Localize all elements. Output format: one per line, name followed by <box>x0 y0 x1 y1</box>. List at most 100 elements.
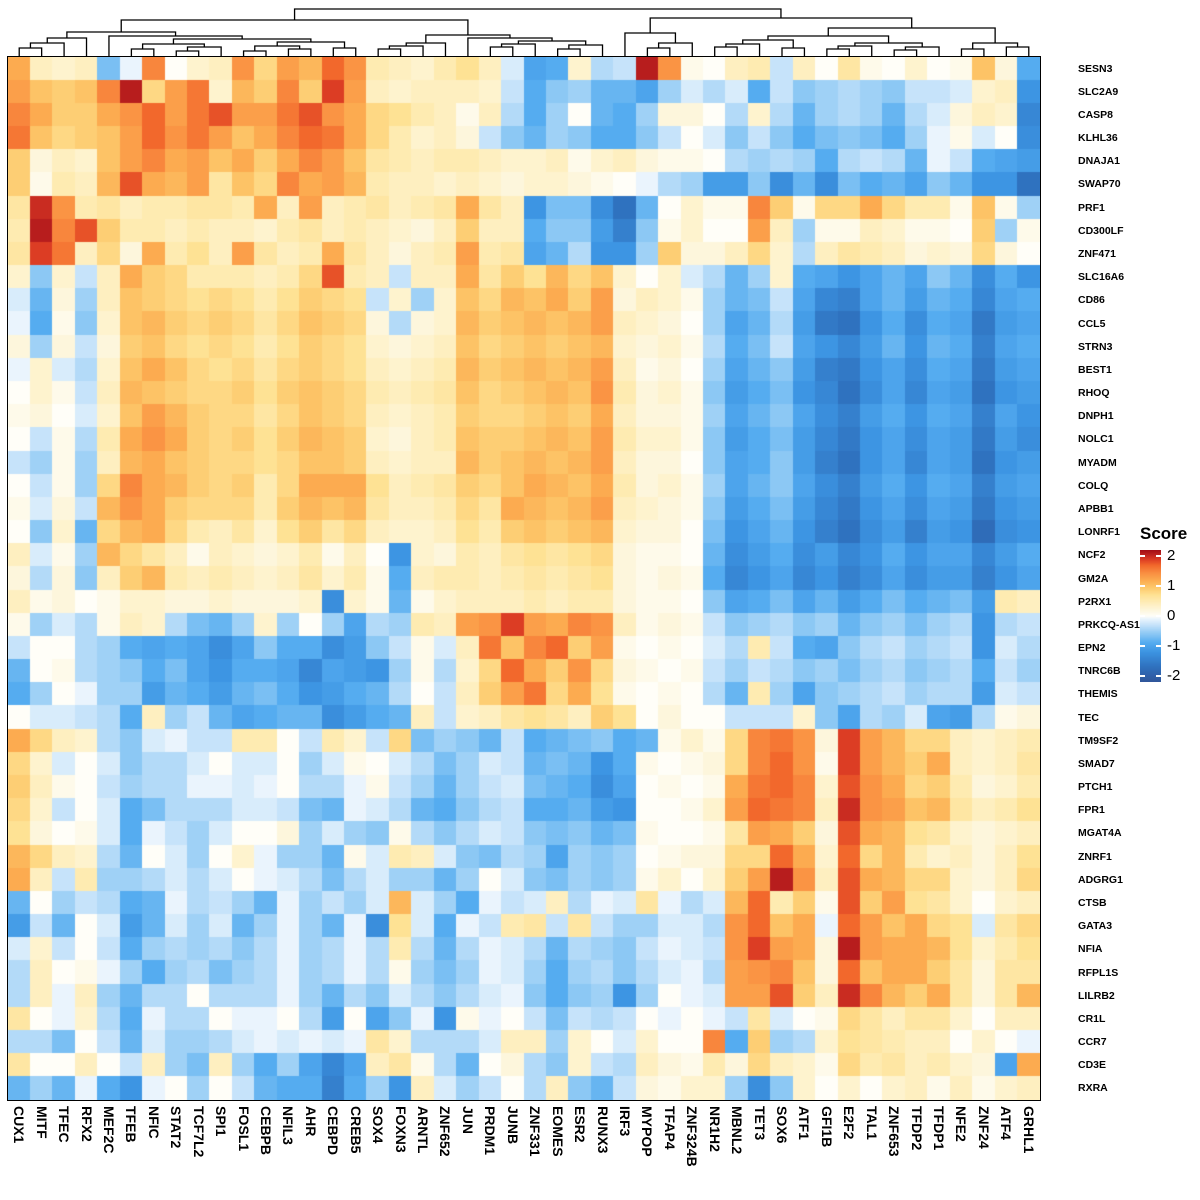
row-label: ZNRF1 <box>1078 850 1112 863</box>
row-label: DNAJA1 <box>1078 155 1121 168</box>
row-label: TEC <box>1078 711 1099 724</box>
legend-tick-mark <box>1156 675 1161 677</box>
row-label: FPR1 <box>1078 804 1105 817</box>
column-label: E2F2 <box>841 1106 858 1140</box>
legend-tick-mark <box>1140 585 1145 587</box>
row-label: CD3E <box>1078 1059 1107 1072</box>
legend-tick-mark <box>1156 645 1161 647</box>
row-label: APBB1 <box>1078 502 1114 515</box>
row-label: CCR7 <box>1078 1036 1107 1049</box>
color-legend: Score 2 1 0 -1 -2 <box>1140 524 1200 684</box>
column-label: ZNF652 <box>437 1106 454 1157</box>
column-label: FOSL1 <box>235 1106 252 1152</box>
row-label: ZNF471 <box>1078 248 1116 260</box>
column-label: GRHL1 <box>1020 1106 1037 1154</box>
legend-tick-mark <box>1156 615 1161 617</box>
row-label: NCF2 <box>1078 549 1106 562</box>
dendrogram-branch <box>388 45 424 56</box>
dendrogram-branch <box>18 47 43 56</box>
row-label: SLC16A6 <box>1078 271 1125 284</box>
column-label: SOX6 <box>774 1106 790 1144</box>
dendrogram-branch <box>405 42 447 56</box>
column-label: CUX1 <box>11 1106 28 1144</box>
row-label: CASP8 <box>1078 108 1114 121</box>
legend-gradient <box>1140 550 1161 682</box>
row-label: P2RX1 <box>1078 595 1112 608</box>
legend-tick-mark <box>1140 675 1145 677</box>
column-label: ESR2 <box>572 1106 589 1143</box>
legend-tick-label: 2 <box>1167 546 1176 564</box>
row-label: CCL5 <box>1078 317 1106 330</box>
row-label: GATA3 <box>1078 920 1113 933</box>
column-label: TET3 <box>751 1106 768 1141</box>
legend-tick-label: -1 <box>1167 636 1181 654</box>
column-label: ZNF653 <box>886 1106 903 1157</box>
dendrogram-branch <box>904 46 940 56</box>
column-label: ATF1 <box>796 1106 813 1140</box>
dendrogram-branch <box>837 45 873 56</box>
row-label: RHOQ <box>1078 387 1110 400</box>
legend-tick-mark <box>1156 555 1161 557</box>
column-label: EOMES <box>549 1106 566 1157</box>
row-label: CD86 <box>1078 294 1105 307</box>
column-label: MITF <box>33 1106 50 1139</box>
row-label: ADGRG1 <box>1078 873 1123 886</box>
dendrogram-branch <box>649 17 913 33</box>
heatmap-canvas <box>8 57 1040 1100</box>
dendrogram-branch <box>624 32 677 56</box>
row-label: PTCH1 <box>1078 781 1113 794</box>
legend-tick-mark <box>1156 585 1161 587</box>
row-label: DNPH1 <box>1078 410 1114 423</box>
column-label: IRF3 <box>616 1106 633 1137</box>
row-label: TNRC6B <box>1078 665 1121 678</box>
dendrogram-branch <box>725 43 761 56</box>
row-label: NFIA <box>1078 943 1103 956</box>
column-label: SPI1 <box>213 1106 230 1137</box>
dendrogram-branch <box>500 43 536 56</box>
column-label: NFIC <box>145 1106 162 1139</box>
column-label: JUNB <box>504 1106 521 1145</box>
row-label: LILRB2 <box>1078 989 1115 1002</box>
column-label: NFIL3 <box>280 1106 297 1145</box>
dendrogram-branch <box>293 8 782 20</box>
legend-tick-label: -2 <box>1167 666 1181 684</box>
column-label: RFX2 <box>78 1106 95 1142</box>
legend-tick-mark <box>1140 555 1145 557</box>
row-label: BEST1 <box>1078 363 1112 376</box>
legend-title: Score <box>1140 524 1188 543</box>
dendrogram-branch <box>489 46 514 56</box>
legend-tick-mark <box>1140 645 1145 647</box>
column-label: NR1H2 <box>706 1106 723 1152</box>
row-label: RFPL1S <box>1078 966 1119 979</box>
legend-tick-mark <box>1140 615 1145 617</box>
column-label: AHR <box>302 1106 319 1137</box>
row-label: CR1L <box>1078 1012 1106 1025</box>
dendrogram-branch <box>714 46 738 56</box>
column-label: TFEB <box>123 1106 140 1143</box>
dendrogram-branch <box>66 31 177 38</box>
dendrogram-branch <box>1005 46 1030 56</box>
row-label: GM2A <box>1078 572 1109 585</box>
column-label: ARNTL <box>415 1106 432 1154</box>
column-label: TFEC <box>56 1106 73 1143</box>
row-label: CD300LF <box>1078 224 1124 237</box>
column-label: SOX4 <box>370 1106 387 1144</box>
column-dendrogram <box>18 8 1030 56</box>
column-label: CEBPD <box>325 1106 342 1156</box>
column-label: MEF2C <box>100 1106 117 1154</box>
column-label: TFDP2 <box>908 1106 925 1151</box>
dendrogram-branch <box>557 48 581 56</box>
row-label: NOLC1 <box>1078 433 1114 446</box>
column-label: MBNL2 <box>729 1106 746 1155</box>
row-label: STRN3 <box>1078 340 1113 353</box>
column-label: NFE2 <box>953 1106 970 1142</box>
heatmap-panel <box>7 56 1041 1101</box>
row-label: PRKCQ-AS1 <box>1078 618 1140 631</box>
column-label: ZNF331 <box>527 1106 544 1157</box>
column-label: ATF4 <box>998 1106 1015 1140</box>
legend-tick-label: 1 <box>1167 576 1176 594</box>
column-label: TFAP4 <box>661 1106 678 1150</box>
legend-bar: 2 1 0 -1 -2 <box>1140 547 1180 684</box>
dendrogram-branch <box>46 37 88 56</box>
